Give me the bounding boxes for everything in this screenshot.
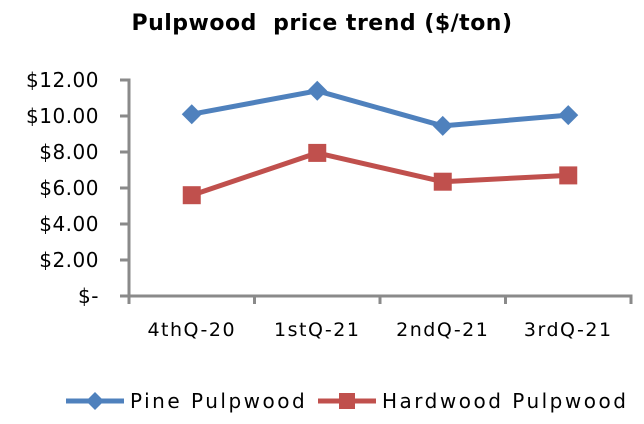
series-line-hardwood-pulpwood — [190, 150, 569, 198]
legend-item-pine-pulpwood: Pine Pulpwood — [66, 388, 307, 414]
y-axis-label: $4.00 — [39, 212, 99, 236]
legend-item-hardwood-pulpwood: Hardwood Pulpwood — [318, 388, 628, 414]
y-axis-label: $6.00 — [39, 176, 99, 200]
marker-hardwood-pulpwood-1 — [308, 143, 327, 162]
y-axis-label: $8.00 — [39, 140, 99, 164]
y-axis-label: $12.00 — [26, 68, 99, 92]
legend-square — [339, 393, 355, 409]
x-axis-label: 3rdQ-21 — [523, 319, 613, 341]
x-axis-label: 4thQ-20 — [147, 319, 237, 341]
marker-hardwood-pulpwood-0 — [182, 186, 201, 205]
marker-hardwood-pulpwood-2 — [433, 172, 452, 191]
marker-pine-pulpwood-1 — [307, 80, 328, 101]
marker-pine-pulpwood-0 — [181, 104, 202, 125]
marker-pine-pulpwood-2 — [432, 115, 453, 136]
y-axis-label: $10.00 — [26, 104, 99, 128]
y-axis-label: $2.00 — [39, 248, 99, 272]
marker-hardwood-pulpwood-3 — [559, 166, 578, 185]
chart-title: Pulpwood price trend ($/ton) — [131, 11, 513, 36]
marker-pine-pulpwood-3 — [558, 105, 579, 126]
legend-label: Hardwood Pulpwood — [382, 389, 629, 413]
series-line-pine-pulpwood — [191, 88, 569, 129]
legend-label: Pine Pulpwood — [130, 389, 308, 413]
y-axis-label: $- — [78, 284, 99, 308]
x-axis-label: 2ndQ-21 — [396, 319, 490, 341]
legend-diamond — [86, 392, 104, 410]
legend-marker-diamond-icon — [66, 392, 124, 410]
x-axis-label: 1stQ-21 — [274, 319, 361, 341]
legend-marker-square-icon — [318, 393, 376, 409]
